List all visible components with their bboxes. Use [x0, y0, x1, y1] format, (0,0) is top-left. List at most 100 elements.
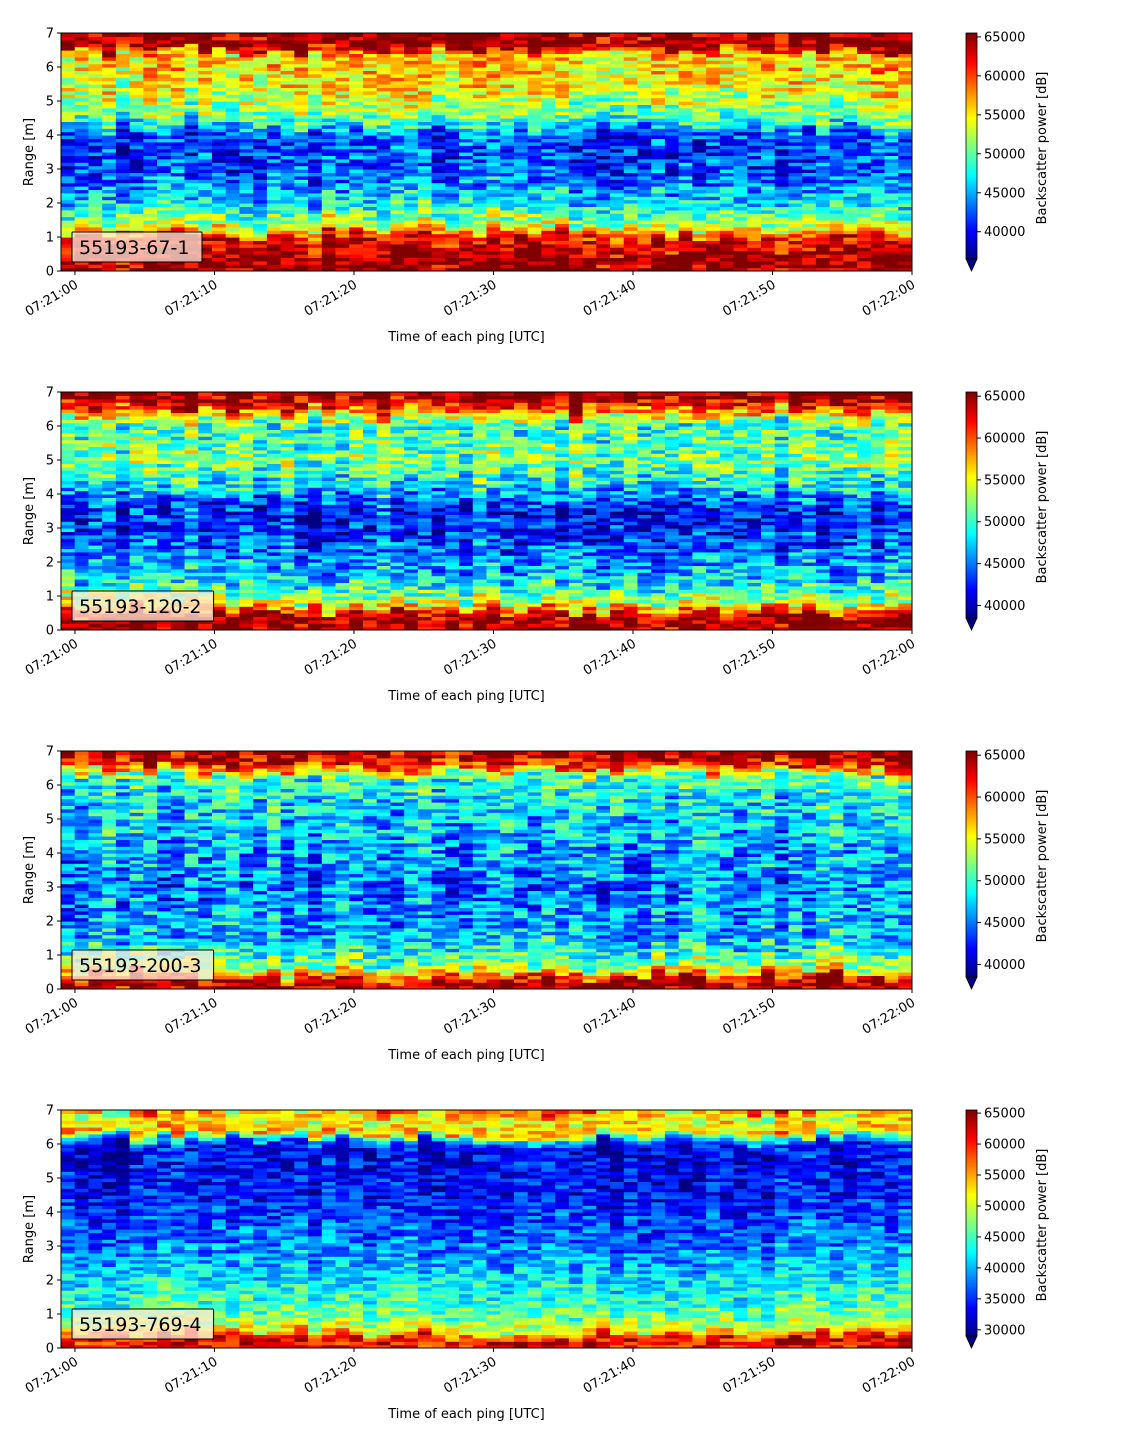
- heatmap-cell: [582, 141, 597, 146]
- heatmap-cell: [678, 226, 693, 231]
- heatmap-cell: [761, 111, 776, 116]
- heatmap-cell: [870, 182, 886, 187]
- heatmap-cell: [225, 104, 241, 109]
- heatmap-cell: [829, 165, 844, 170]
- heatmap-cell: [568, 60, 584, 65]
- heatmap-cell: [555, 206, 570, 211]
- heatmap-cell: [61, 243, 76, 248]
- heatmap-cell: [362, 260, 378, 265]
- heatmap-cell: [376, 247, 392, 252]
- heatmap-cell: [788, 203, 803, 207]
- heatmap-cell: [61, 392, 76, 396]
- heatmap-cell: [500, 243, 515, 248]
- heatmap-cell: [774, 206, 790, 211]
- heatmap-cell: [335, 226, 350, 231]
- heatmap-cell: [266, 260, 282, 265]
- heatmap-cell: [335, 60, 350, 65]
- heatmap-cell: [431, 250, 446, 255]
- heatmap-cell: [568, 145, 584, 150]
- heatmap-cell: [390, 104, 405, 109]
- heatmap-cell: [61, 247, 76, 252]
- heatmap-cell: [513, 169, 529, 173]
- colorbar-swatch: [966, 53, 977, 57]
- heatmap-cell: [404, 162, 419, 167]
- heatmap-cell: [61, 555, 76, 560]
- heatmap-cell: [623, 104, 639, 109]
- heatmap-cell: [761, 135, 776, 139]
- heatmap-cell: [88, 162, 103, 167]
- heatmap-cell: [459, 138, 474, 143]
- heatmap-cell: [637, 243, 652, 248]
- heatmap-cell: [61, 528, 76, 532]
- heatmap-cell: [74, 101, 90, 105]
- heatmap-cell: [239, 158, 254, 163]
- heatmap-cell: [321, 121, 337, 126]
- colorbar-swatch: [966, 106, 977, 109]
- heatmap-cell: [129, 220, 144, 224]
- heatmap-cell: [225, 192, 241, 197]
- heatmap-cell: [74, 579, 90, 583]
- heatmap-cell: [404, 80, 419, 85]
- heatmap-cell: [294, 216, 309, 221]
- heatmap-cell: [829, 90, 844, 95]
- heatmap-cell: [239, 230, 254, 235]
- heatmap-cell: [802, 70, 817, 75]
- heatmap-cell: [719, 254, 735, 258]
- heatmap-cell: [815, 70, 831, 75]
- heatmap-cell: [239, 128, 254, 133]
- heatmap-cell: [102, 118, 117, 122]
- colorbar-swatch: [966, 204, 977, 207]
- heatmap-cell: [417, 240, 433, 245]
- heatmap-cell: [843, 186, 858, 190]
- heatmap-cell: [747, 53, 762, 58]
- heatmap-cell: [280, 169, 295, 173]
- heatmap-cell: [129, 575, 144, 580]
- heatmap-cell: [184, 60, 199, 65]
- heatmap-cell: [266, 70, 282, 75]
- heatmap-cell: [266, 128, 282, 133]
- heatmap-cell: [362, 192, 378, 197]
- heatmap-cell: [870, 50, 886, 54]
- heatmap-cell: [459, 179, 474, 184]
- heatmap-cell: [706, 84, 721, 88]
- heatmap-cell: [555, 182, 570, 187]
- heatmap-cell: [74, 131, 90, 136]
- heatmap-cell: [761, 97, 776, 102]
- heatmap-cell: [211, 250, 227, 255]
- heatmap-cell: [857, 254, 872, 258]
- heatmap-cell: [308, 257, 323, 262]
- heatmap-cell: [61, 409, 76, 413]
- heatmap-cell: [321, 240, 337, 245]
- heatmap-cell: [102, 582, 117, 587]
- heatmap-cell: [143, 545, 158, 549]
- heatmap-cell: [623, 254, 639, 258]
- heatmap-cell: [198, 53, 213, 58]
- heatmap-cell: [513, 73, 529, 78]
- heatmap-cell: [719, 63, 735, 68]
- heatmap-cell: [486, 50, 501, 54]
- heatmap-cell: [445, 107, 460, 112]
- heatmap-cell: [623, 70, 639, 75]
- heatmap-cell: [870, 87, 886, 92]
- heatmap-cell: [362, 243, 378, 248]
- heatmap-cell: [829, 220, 844, 224]
- heatmap-cell: [733, 162, 748, 167]
- heatmap-cell: [239, 97, 254, 102]
- heatmap-cell: [266, 107, 282, 112]
- heatmap-cell: [362, 233, 378, 238]
- heatmap-cell: [61, 192, 76, 197]
- heatmap-cell: [610, 206, 625, 211]
- colorbar-swatch: [966, 211, 977, 215]
- heatmap-cell: [157, 121, 172, 126]
- heatmap-cell: [486, 135, 501, 139]
- heatmap-cell: [596, 63, 611, 68]
- heatmap-cell: [390, 186, 405, 190]
- heatmap-cell: [829, 172, 844, 177]
- heatmap-cell: [582, 128, 597, 133]
- heatmap-cell: [843, 179, 858, 184]
- heatmap-cell: [857, 77, 872, 82]
- heatmap-cell: [664, 128, 680, 133]
- heatmap-cell: [390, 260, 405, 265]
- heatmap-cell: [651, 111, 666, 116]
- heatmap-cell: [472, 101, 488, 105]
